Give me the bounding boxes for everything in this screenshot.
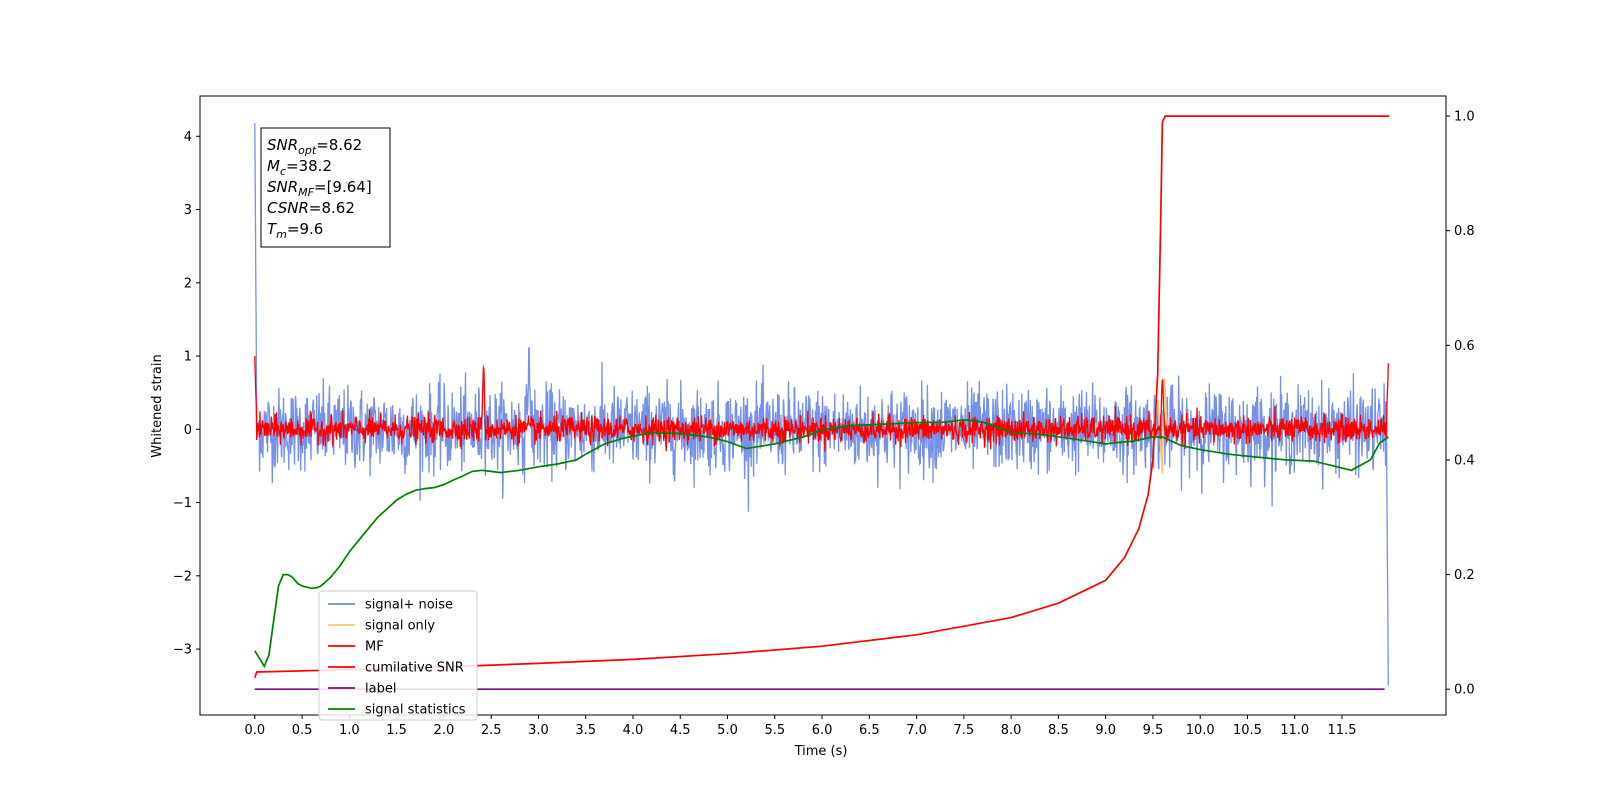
plot-frame <box>199 95 1447 716</box>
y-tick-label: −3 <box>173 643 192 658</box>
legend-entry-mf: MF <box>328 640 384 655</box>
legend-label: label <box>365 682 396 697</box>
y2-tick-label: 0.6 <box>1454 339 1475 354</box>
series-cumilative-snr <box>253 115 1390 678</box>
y-tick-label: −2 <box>173 569 192 584</box>
x-tick-label: 0.5 <box>292 723 313 738</box>
annotation-line: Tm=9.6 <box>267 220 323 241</box>
annotation-line: Mc=38.2 <box>267 157 332 178</box>
x-tick-label: 8.5 <box>1048 723 1069 738</box>
legend-entry-cumilative-snr: cumilative SNR <box>328 661 464 676</box>
x-tick-label: 6.0 <box>812 723 833 738</box>
x-tick-label: 10.5 <box>1233 723 1262 738</box>
y-tick-label: 3 <box>184 203 192 218</box>
series-layer <box>253 115 1390 691</box>
legend-label: MF <box>365 640 384 655</box>
series-mf <box>254 356 1389 452</box>
legend-entry-signal-noise: signal+ noise <box>328 598 453 613</box>
x-tick-label: 2.5 <box>481 723 502 738</box>
y2-tick-label: 0.8 <box>1454 224 1475 239</box>
x-tick-label: 9.5 <box>1143 723 1164 738</box>
x-tick-label: 2.0 <box>434 723 455 738</box>
y2-tick-label: 0.2 <box>1454 568 1475 583</box>
legend-frame <box>318 590 478 721</box>
y-axis-left: 4 3 2 1 0 −1 −2 −3 <box>173 130 200 658</box>
x-tick-label: 3.5 <box>575 723 596 738</box>
x-tick-label: 4.0 <box>623 723 644 738</box>
legend: signal+ noise signal only MF cumilative SNR… <box>318 590 478 721</box>
x-tick-label: 5.0 <box>717 723 738 738</box>
annotation-line: SNRMF=[9.64] <box>267 178 372 199</box>
x-tick-label: 9.0 <box>1095 723 1116 738</box>
x-axis-label: Time (s) <box>794 744 848 759</box>
x-tick-label: 5.5 <box>764 723 785 738</box>
legend-entry-signal-only: signal only <box>328 619 435 634</box>
legend-entry-label: label <box>328 682 396 697</box>
y-tick-label: 0 <box>184 423 192 438</box>
y2-tick-label: 0.0 <box>1454 683 1475 698</box>
y-axis-label: Whitened strain <box>150 354 165 457</box>
legend-entry-signal-statistics: signal statistics <box>328 703 466 718</box>
y-tick-label: 2 <box>184 276 192 291</box>
x-axis: 0.0 0.5 1.0 1.5 2.0 2.5 3.0 3.5 4.0 4.5 5.0 5.5 6.0 6… <box>244 715 1356 738</box>
y-tick-label: 4 <box>184 130 192 145</box>
legend-label: signal+ noise <box>365 598 453 613</box>
x-tick-label: 0.0 <box>244 723 265 738</box>
x-tick-label: 11.5 <box>1328 723 1357 738</box>
x-tick-label: 7.5 <box>954 723 975 738</box>
annotation-line: SNRopt=8.62 <box>267 136 362 157</box>
x-tick-label: 3.0 <box>528 723 549 738</box>
annotation-line: CSNR=8.62 <box>267 199 355 217</box>
y-tick-label: −1 <box>173 496 192 511</box>
y-axis-right: 1.0 0.8 0.6 0.4 0.2 0.0 <box>1446 110 1475 698</box>
legend-label: cumilative SNR <box>365 661 464 676</box>
x-tick-label: 7.0 <box>906 723 927 738</box>
series-signal-statistics <box>254 418 1389 669</box>
x-tick-label: 8.0 <box>1001 723 1022 738</box>
y2-tick-label: 1.0 <box>1454 110 1475 125</box>
x-tick-label: 4.5 <box>670 723 691 738</box>
x-tick-label: 6.5 <box>859 723 880 738</box>
annotation-frame <box>260 127 391 248</box>
x-tick-label: 10.0 <box>1186 723 1215 738</box>
x-tick-label: 1.0 <box>339 723 360 738</box>
y-tick-label: 1 <box>184 350 192 365</box>
y2-tick-label: 0.4 <box>1454 453 1475 468</box>
legend-label: signal only <box>365 619 435 634</box>
x-tick-label: 1.5 <box>386 723 407 738</box>
x-tick-label: 11.0 <box>1280 723 1309 738</box>
legend-label: signal statistics <box>365 703 466 718</box>
